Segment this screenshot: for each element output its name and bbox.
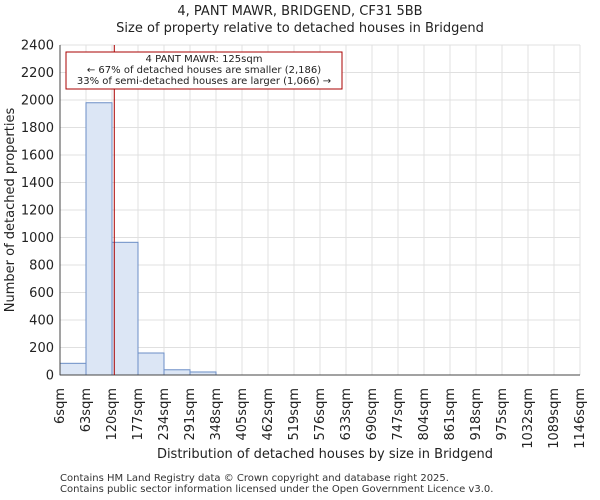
annotation-line-1: 4 PANT MAWR: 125sqm (146, 54, 263, 65)
histogram-bar (111, 241, 139, 376)
y-tick-label: 2000 (21, 94, 54, 109)
footer-line-2: Contains public sector information licen… (60, 484, 494, 495)
footer-line-1: Contains HM Land Registry data © Crown c… (60, 473, 449, 484)
y-tick-label: 1200 (21, 204, 54, 219)
x-tick-label: 6sqm (53, 388, 68, 424)
x-tick-label: 576sqm (313, 388, 328, 441)
chart-subtitle: Size of property relative to detached ho… (116, 21, 484, 36)
y-tick-label: 1600 (21, 149, 54, 164)
y-tick-label: 600 (29, 286, 54, 301)
x-tick-label: 747sqm (391, 388, 406, 441)
chart-title: 4, PANT MAWR, BRIDGEND, CF31 5BB (177, 4, 423, 19)
y-tick-label: 400 (29, 314, 54, 329)
x-tick-label: 120sqm (105, 388, 120, 441)
annotation-layer: 4 PANT MAWR: 125sqm ← 67% of detached ho… (65, 51, 343, 90)
x-tick-label: 861sqm (443, 388, 458, 441)
x-tick-label: 519sqm (287, 388, 302, 441)
x-tick-label: 348sqm (209, 388, 224, 441)
x-tick-label: 63sqm (79, 388, 94, 432)
annotation-line-2: ← 67% of detached houses are smaller (2,… (87, 65, 321, 76)
x-tick-label: 405sqm (235, 388, 250, 441)
x-tick-label: 1032sqm (521, 388, 536, 449)
y-tick-label: 1000 (21, 231, 54, 246)
x-tick-label: 918sqm (469, 388, 484, 441)
y-tick-label: 0 (46, 369, 54, 384)
bars-layer (59, 102, 217, 376)
y-tick-label: 200 (29, 341, 54, 356)
histogram-bar (163, 369, 191, 376)
y-tick-label: 1800 (21, 121, 54, 136)
x-tick-label: 462sqm (261, 388, 276, 441)
grid-layer (59, 44, 581, 376)
histogram-bar (137, 352, 165, 376)
x-tick-label: 975sqm (495, 388, 510, 441)
x-tick-label: 633sqm (339, 388, 354, 441)
y-tick-label: 1400 (21, 176, 54, 191)
y-tick-label: 2200 (21, 66, 54, 81)
x-tick-label: 291sqm (183, 388, 198, 441)
annotation-line-3: 33% of semi-detached houses are larger (… (77, 76, 331, 87)
x-axis-label: Distribution of detached houses by size … (157, 447, 493, 462)
x-tick-label: 804sqm (417, 388, 432, 441)
x-tick-label: 1089sqm (547, 388, 562, 449)
histogram-bar (85, 102, 113, 376)
y-tick-label: 2400 (21, 39, 54, 54)
x-tick-label: 177sqm (131, 388, 146, 441)
histogram-bar (59, 362, 87, 376)
x-tick-label: 1146sqm (573, 388, 588, 449)
x-tick-label: 234sqm (157, 388, 172, 441)
y-tick-label: 800 (29, 259, 54, 274)
y-axis-label: Number of detached properties (3, 108, 18, 313)
x-tick-label: 690sqm (365, 388, 380, 441)
axis-layer: 0 200 400 600 800 1000 1200 1400 1600 1800 2000 220… (21, 39, 588, 449)
annotation-box (65, 51, 343, 90)
